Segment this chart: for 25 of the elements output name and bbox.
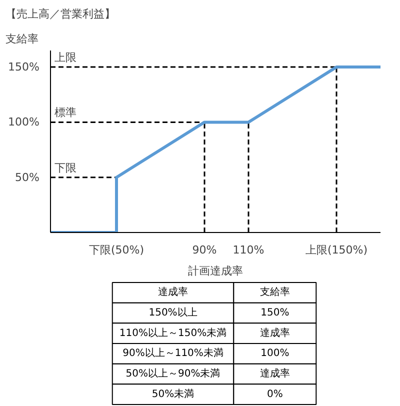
chart-title: 【売上高／営業利益】 <box>6 8 116 20</box>
ref-line-label: 上限 <box>54 51 76 64</box>
ref-line-label: 標準 <box>54 106 76 120</box>
y-tick-label: 50% <box>15 170 40 184</box>
text: 支給率 <box>260 286 290 298</box>
text: 110%以上～150%未満 <box>119 326 227 339</box>
text: 50%未満 <box>152 388 194 400</box>
text: 達成率 <box>158 286 188 298</box>
x-tick-label: 90% <box>192 244 217 256</box>
text: 50%以上～90%未満 <box>126 367 220 380</box>
text: 100% <box>260 348 290 360</box>
text: 0% <box>266 388 283 400</box>
x-tick-label: 上限(150%) <box>305 244 368 256</box>
text: 達成率 <box>260 367 290 380</box>
text: 150% <box>260 308 290 319</box>
x-tick-label: 110% <box>232 244 264 256</box>
x-tick-label: 下限(50%) <box>88 244 144 256</box>
y-tick-label: 100% <box>8 116 40 129</box>
text: 150%以上 <box>148 306 198 319</box>
text: 90%以上～110%未満 <box>122 347 224 360</box>
text: 達成率 <box>260 326 290 339</box>
ref-line-label: 下限 <box>54 161 76 174</box>
y-tick-label: 150% <box>8 60 40 74</box>
y-axis-title: 支給率 <box>6 32 38 46</box>
x-axis-title: 計画達成率 <box>188 264 243 278</box>
